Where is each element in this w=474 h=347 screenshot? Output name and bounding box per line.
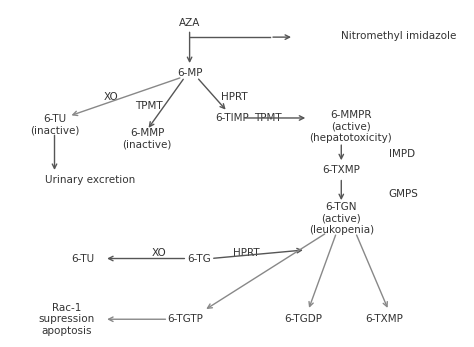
Text: Nitromethyl imidazole: Nitromethyl imidazole [341, 32, 456, 41]
Text: TPMT: TPMT [136, 101, 163, 111]
Text: HPRT: HPRT [233, 248, 260, 258]
Text: 6-TXMP: 6-TXMP [322, 165, 360, 175]
Text: 6-TU
(inactive): 6-TU (inactive) [30, 114, 79, 136]
Text: XO: XO [151, 248, 166, 258]
Text: IMPD: IMPD [389, 150, 415, 159]
Text: AZA: AZA [179, 18, 201, 27]
Text: 6-TXMP: 6-TXMP [365, 314, 403, 324]
Text: 6-TIMP: 6-TIMP [215, 113, 249, 123]
Text: GMPS: GMPS [389, 189, 419, 199]
Text: 6-TGDP: 6-TGDP [284, 314, 322, 324]
Text: 6-TU: 6-TU [72, 254, 94, 263]
Text: 6-TG: 6-TG [187, 254, 211, 263]
Text: 6-TGTP: 6-TGTP [167, 314, 203, 324]
Text: 6-TGN
(active)
(leukopenia): 6-TGN (active) (leukopenia) [309, 202, 374, 235]
Text: XO: XO [104, 92, 119, 102]
Text: 6-MMPR
(active)
(hepatotoxicity): 6-MMPR (active) (hepatotoxicity) [310, 110, 392, 143]
Text: HPRT: HPRT [221, 92, 248, 102]
Text: 6-MMP
(inactive): 6-MMP (inactive) [122, 128, 172, 150]
Text: Rac-1
supression
apoptosis: Rac-1 supression apoptosis [38, 303, 94, 336]
Text: 6-MP: 6-MP [177, 68, 202, 78]
Text: TPMT: TPMT [254, 113, 282, 123]
Text: Urinary excretion: Urinary excretion [45, 176, 135, 185]
